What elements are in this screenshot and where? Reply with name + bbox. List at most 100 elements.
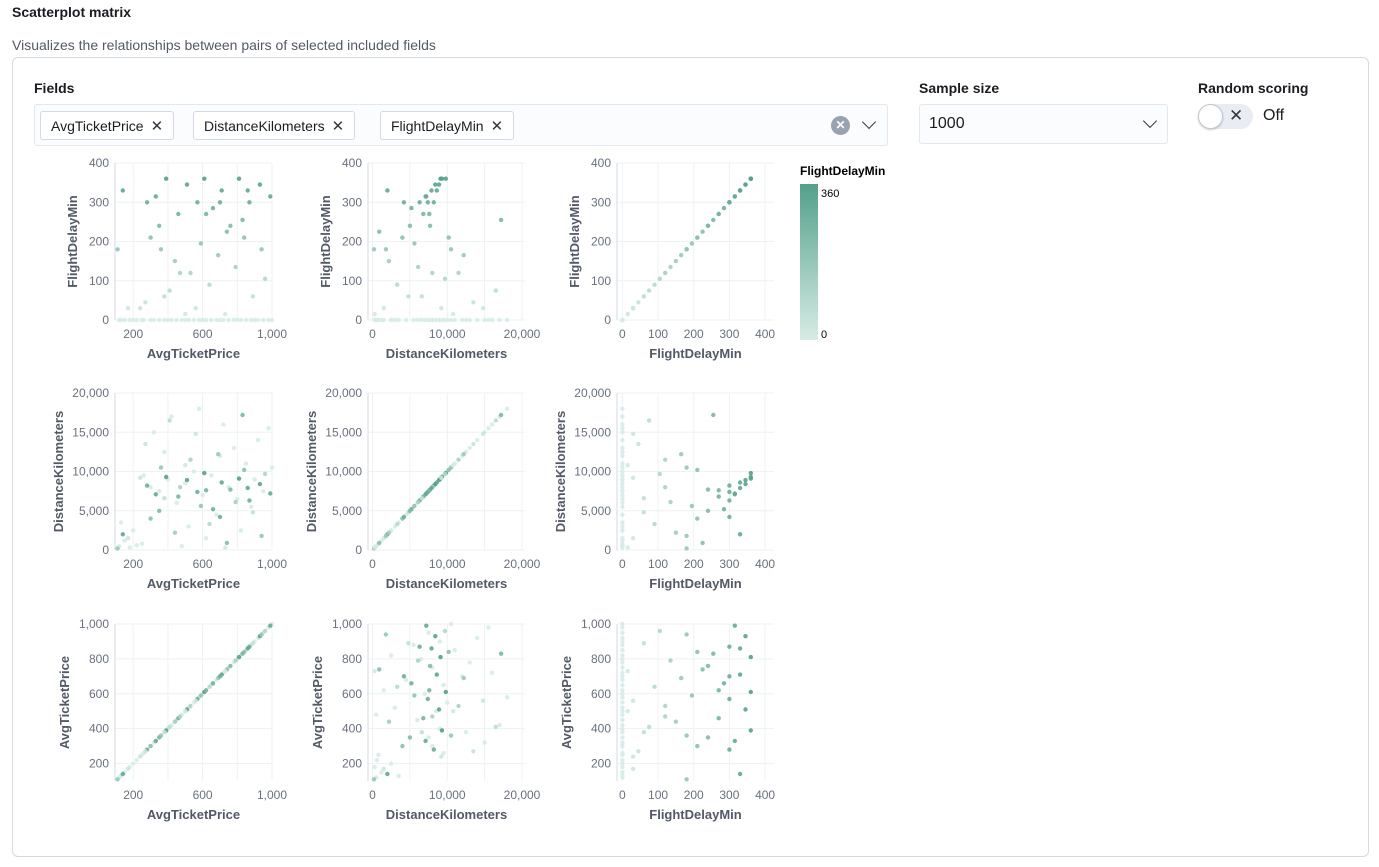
scatter-cell-AvgTicketPrice-vs-AvgTicketPrice: 200 600 1,000 200 400 600 800 1,000 AvgTicketPri… [57, 617, 287, 822]
scatter-point [442, 628, 448, 634]
scatter-point [695, 649, 700, 655]
scatter-point [158, 465, 164, 470]
scatter-point [138, 754, 143, 759]
scatter-point [705, 663, 711, 669]
x-axis-title: FlightDelayMin [649, 807, 742, 822]
scatter-point [224, 229, 230, 234]
scatter-point [663, 457, 668, 462]
scatter-point [183, 709, 188, 714]
scatter-point [174, 317, 179, 323]
y-tick-label: 10,000 [574, 465, 611, 479]
scatter-point [620, 445, 625, 451]
scatter-point [727, 696, 732, 702]
scatter-point [216, 253, 221, 258]
scatter-point [486, 426, 491, 431]
scatter-point [417, 200, 422, 205]
scatter-cell-DistanceKilometers-vs-DistanceKilometers: 0 10,000 20,000 0 5,000 10,000 15,000 20,000 Dis… [304, 386, 541, 591]
scatter-point [630, 306, 636, 311]
scatter-point [620, 761, 625, 766]
scatter-point [200, 317, 205, 323]
scatter-point [242, 235, 247, 240]
x-tick-label: 200 [684, 557, 704, 571]
scatter-point [392, 317, 398, 323]
scatter-point [389, 653, 394, 658]
x-tick-label: 600 [193, 788, 213, 802]
scatter-point [737, 532, 743, 537]
x-tick-label: 200 [684, 327, 704, 341]
x-axis-title: DistanceKilometers [386, 346, 507, 361]
scatter-point [245, 485, 250, 491]
sample-size-select[interactable]: 1000 [919, 104, 1168, 144]
scatter-point [684, 777, 689, 782]
close-icon[interactable]: ✕ [150, 117, 164, 135]
x-tick-label: 20,000 [504, 327, 541, 341]
y-axis-title: FlightDelayMin [318, 195, 333, 288]
close-icon[interactable]: ✕ [331, 117, 345, 135]
scatter-point [684, 546, 689, 551]
scatter-point [396, 317, 401, 323]
scatter-point [620, 621, 625, 627]
scatter-point [412, 503, 417, 509]
y-axis-title: AvgTicketPrice [310, 656, 325, 749]
scatter-point [139, 541, 145, 546]
scatter-point [164, 474, 169, 480]
scatter-point [203, 488, 209, 493]
scatter-point [238, 528, 243, 533]
scatter-point [620, 743, 625, 749]
scatter-point [427, 223, 433, 228]
scatter-point [737, 646, 743, 651]
close-icon[interactable]: ✕ [490, 117, 504, 135]
scatter-point [255, 317, 261, 323]
scatter-point [436, 182, 442, 187]
scatter-point [737, 485, 743, 491]
scatter-point [429, 485, 434, 491]
scatter-point [620, 630, 625, 635]
scatter-point [233, 499, 238, 505]
scatter-point [157, 317, 162, 323]
scatter-point [620, 465, 625, 470]
scatter-point [401, 200, 407, 205]
y-tick-label: 300 [89, 195, 109, 209]
scatter-point [371, 247, 377, 252]
scatter-point [452, 648, 457, 653]
scatter-point [748, 654, 753, 660]
scatter-point [167, 418, 172, 423]
scatter-point [184, 182, 190, 187]
scatter-point [134, 543, 139, 548]
scatter-point [620, 520, 625, 525]
y-tick-label: 20,000 [325, 386, 362, 400]
scatter-point [620, 488, 625, 494]
x-tick-label: 0 [619, 557, 626, 571]
scatter-point [732, 738, 737, 744]
scatter-point [721, 507, 727, 512]
fields-combobox[interactable]: AvgTicketPrice ✕ DistanceKilometers ✕ Flig… [34, 104, 888, 146]
scatter-point [172, 530, 178, 535]
y-tick-label: 5,000 [581, 504, 611, 518]
scatter-point [158, 247, 164, 252]
scatter-point [684, 632, 689, 637]
y-tick-label: 100 [89, 274, 109, 288]
scatter-point [176, 211, 181, 217]
scatter-point [668, 499, 673, 505]
field-pill-distancekilometers: DistanceKilometers ✕ [193, 111, 356, 140]
y-tick-label: 400 [342, 722, 362, 736]
y-tick-label: 0 [604, 313, 611, 327]
scatter-point [217, 317, 223, 323]
scatter-point [475, 635, 480, 641]
scatter-point [138, 306, 143, 311]
scatter-point [620, 773, 625, 778]
scatter-point [620, 481, 625, 486]
scatter-point [705, 487, 711, 492]
scatter-point [716, 716, 721, 721]
y-tick-label: 200 [342, 757, 362, 771]
scatter-point [732, 194, 737, 199]
scatter-point [217, 200, 223, 205]
scatter-point [625, 311, 630, 317]
random-scoring-toggle[interactable]: ✕ [1198, 104, 1253, 129]
clear-circle-icon[interactable]: ✕ [831, 116, 850, 135]
scatter-point [188, 270, 193, 276]
scatter-point [498, 217, 504, 223]
scatter-point [210, 681, 216, 686]
scatter-point [198, 503, 204, 509]
scatter-point [415, 717, 420, 723]
